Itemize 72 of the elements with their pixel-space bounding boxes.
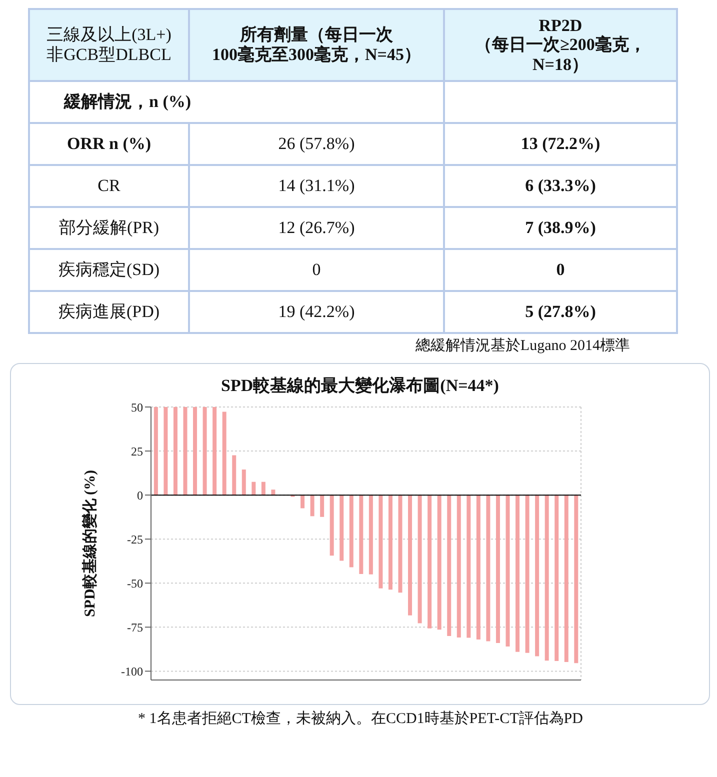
bar <box>525 495 530 653</box>
text: * 1名患者拒絕CT檢查，未被納入。在CCD1時基於PET-CT評估為PD <box>137 710 584 728</box>
text: 6 (33.3%) <box>444 165 677 207</box>
bar <box>202 407 207 496</box>
text: RP2D （每日一次≥200毫克， N=18） <box>444 9 677 81</box>
text: 5 (27.8%) <box>444 291 677 333</box>
text: 14 (31.1%) <box>189 165 444 207</box>
bar <box>418 495 422 624</box>
bar <box>320 495 324 517</box>
bar <box>183 407 188 496</box>
bar <box>544 495 549 661</box>
text: 所有劑量（每日一次 100毫克至300毫克，N=45） <box>189 9 444 81</box>
bar <box>554 495 559 661</box>
text: 部分緩解(PR) <box>29 207 189 249</box>
bar <box>378 495 383 588</box>
bar <box>271 490 276 496</box>
bar <box>154 407 158 496</box>
bar <box>428 495 432 628</box>
text: 26 (57.8%) <box>189 123 444 165</box>
text: 7 (38.9%) <box>444 207 677 249</box>
text: 疾病進展(PD) <box>29 291 189 333</box>
y-tick-label: -25 <box>127 532 143 546</box>
bar <box>212 407 217 496</box>
bar <box>310 495 314 516</box>
y-tick-label: 25 <box>131 444 143 458</box>
bar <box>476 495 480 640</box>
bar <box>574 495 578 664</box>
bar <box>340 495 344 561</box>
bar <box>222 412 226 496</box>
bar <box>564 495 568 662</box>
bar <box>506 495 510 647</box>
y-axis-title: SPD較基線的變化 (%) <box>81 470 98 618</box>
bar <box>252 482 256 496</box>
bar <box>535 495 540 656</box>
y-tick-label: 0 <box>137 488 143 502</box>
bar <box>368 495 373 574</box>
chart-title: SPD較基線的最大變化瀑布圖(N=44*) <box>220 375 500 397</box>
bar <box>466 495 471 638</box>
bar <box>486 495 490 642</box>
text: 0 <box>444 249 677 291</box>
text: 13 (72.2%) <box>444 123 677 165</box>
bar <box>349 495 354 568</box>
text: 疾病穩定(SD) <box>29 249 189 291</box>
bar <box>164 407 168 496</box>
text: 總緩解情況基於Lugano 2014標準 <box>414 336 631 355</box>
text: 12 (26.7%) <box>189 207 444 249</box>
text: 緩解情況，n (%) <box>29 81 444 123</box>
y-tick-label: 50 <box>131 400 143 414</box>
text: ORR n (%) <box>29 123 189 165</box>
text: 0 <box>189 249 444 291</box>
bar <box>437 495 442 630</box>
y-tick-label: -100 <box>121 664 143 678</box>
bar <box>388 495 392 590</box>
bar <box>300 495 305 508</box>
bar <box>496 495 500 644</box>
bar <box>242 470 246 496</box>
bar <box>193 407 198 496</box>
bar <box>398 495 402 593</box>
bar <box>408 495 412 616</box>
bar <box>261 482 266 496</box>
y-tick-label: -50 <box>127 576 143 590</box>
y-tick-label: -75 <box>127 620 143 634</box>
bar <box>456 495 461 638</box>
bar <box>173 407 178 496</box>
bar <box>330 495 334 556</box>
bar <box>516 495 520 652</box>
text: 19 (42.2%) <box>189 291 444 333</box>
bar <box>447 495 452 636</box>
text: 三線及以上(3L+) 非GCB型DLBCL <box>29 9 189 81</box>
text: CR <box>29 165 189 207</box>
bar <box>359 495 364 574</box>
bar <box>232 455 236 496</box>
